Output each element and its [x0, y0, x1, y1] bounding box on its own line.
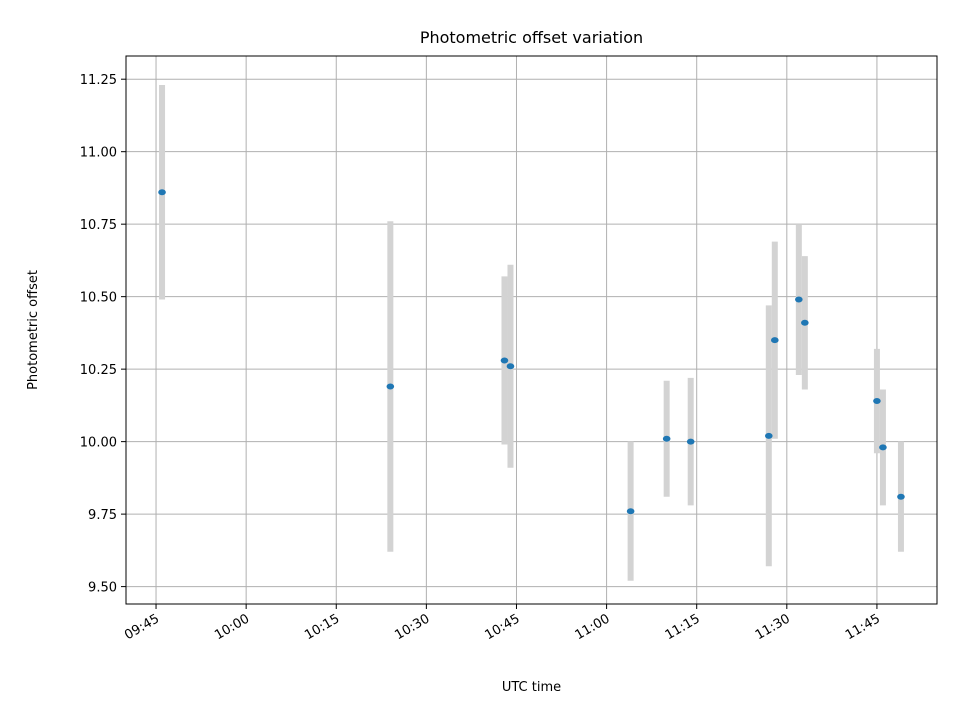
data-point: [158, 189, 166, 196]
y-tick-label: 10.50: [80, 291, 117, 306]
y-tick-label: 9.50: [88, 581, 117, 596]
y-tick-label: 10.00: [80, 436, 117, 451]
y-tick-label: 10.25: [80, 363, 117, 378]
chart-title: Photometric offset variation: [420, 28, 643, 47]
y-tick-label: 10.75: [80, 218, 117, 233]
y-axis-ticks: 9.50 9.75 10.00 10.25 10.50 10.75 11.00 11.25: [80, 73, 126, 596]
x-axis-label: UTC time: [502, 680, 561, 695]
data-point: [879, 444, 887, 451]
y-tick-label: 11.25: [80, 73, 117, 88]
data-point: [506, 363, 515, 370]
grid: [126, 56, 937, 604]
data-point: [873, 398, 881, 405]
plot-frame: [125, 55, 938, 605]
data-point: [764, 432, 773, 439]
data-point: [897, 493, 905, 500]
data-point: [795, 296, 803, 303]
data-point: [771, 337, 779, 344]
data-point: [686, 438, 695, 445]
data-point: [500, 357, 509, 364]
y-axis-label: Photometric offset: [26, 270, 41, 390]
y-tick-label: 9.75: [88, 508, 117, 523]
data-point: [386, 383, 395, 390]
data-points: [158, 189, 905, 515]
data-point: [662, 435, 671, 442]
data-point: [801, 319, 809, 326]
y-tick-label: 11.00: [80, 146, 117, 161]
data-point: [626, 508, 635, 515]
